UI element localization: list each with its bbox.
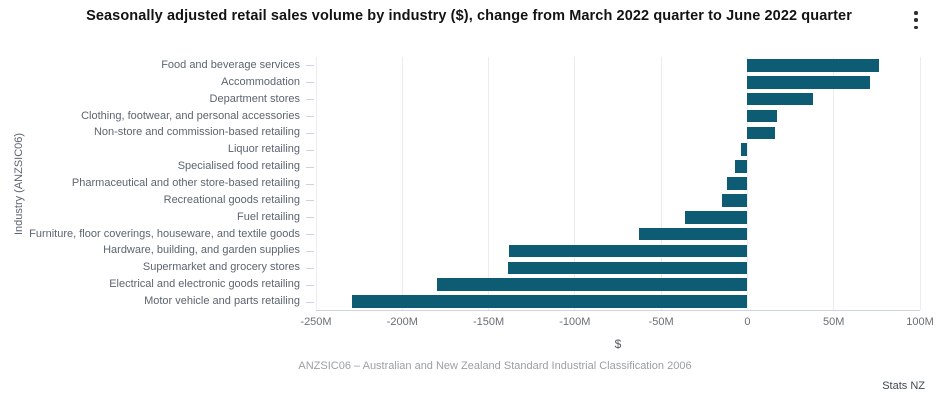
y-tick (306, 82, 314, 84)
y-tick (306, 166, 314, 168)
kebab-menu-icon[interactable] (910, 11, 922, 29)
chart-bar[interactable] (721, 194, 748, 207)
x-tick-label: 50M (823, 316, 845, 328)
gridline (574, 57, 576, 310)
gridline (315, 57, 317, 310)
chart-bar[interactable] (685, 210, 748, 224)
x-tick-label: -200M (386, 316, 418, 328)
y-tick (306, 149, 314, 151)
chart-bar[interactable] (507, 261, 748, 275)
chart-bar[interactable] (747, 59, 879, 72)
chart-bar[interactable] (735, 160, 748, 173)
category-label: Specialised food retailing (177, 160, 300, 173)
chart-bar[interactable] (352, 295, 748, 308)
gridline (488, 57, 490, 310)
y-tick (306, 132, 314, 134)
category-label: Non-store and commission-based retailing (93, 126, 300, 139)
y-tick (306, 200, 314, 202)
chart-bar[interactable] (747, 126, 776, 140)
gridline (919, 57, 921, 310)
gridline (401, 57, 403, 310)
x-tick-label: -50M (648, 316, 674, 328)
attribution-stats-nz: Stats NZ (882, 380, 925, 392)
y-tick (306, 284, 314, 286)
x-tick-label: -150M (472, 316, 505, 328)
gridline (660, 57, 662, 310)
x-tick-label: 0 (744, 316, 751, 328)
category-label: Supermarket and grocery stores (142, 261, 300, 274)
y-tick (306, 217, 314, 219)
category-label: Fuel retailing (237, 210, 300, 223)
x-axis-label: $ (614, 337, 622, 351)
category-label: Motor vehicle and parts retailing (144, 295, 300, 308)
chart-bar[interactable] (747, 92, 813, 106)
category-label: Electrical and electronic goods retailin… (109, 278, 300, 291)
chart-bar[interactable] (747, 76, 870, 89)
x-axis: -250M -200M -150M -100M -50M 0 50M 100M (300, 316, 933, 330)
chart-bar[interactable] (509, 244, 748, 258)
category-label: Accommodation (221, 75, 300, 88)
category-labels: Food and beverage services Accommodation D… (0, 57, 300, 311)
y-tick (306, 99, 314, 101)
chart-bar[interactable] (740, 143, 748, 157)
category-label: Furniture, floor coverings, houseware, a… (29, 227, 300, 240)
category-label: Liquor retailing (227, 143, 300, 156)
plot-area (306, 57, 921, 311)
chart-bar[interactable] (726, 177, 748, 190)
category-label: Recreational goods retailing (163, 193, 300, 206)
footnote-caption: ANZSIC06 – Australian and New Zealand St… (298, 360, 692, 372)
category-label: Department stores (209, 92, 300, 105)
gridline (746, 57, 748, 310)
y-tick (306, 65, 314, 67)
category-label: Hardware, building, and garden supplies (103, 244, 300, 257)
chart-bar[interactable] (436, 278, 748, 291)
y-tick (306, 301, 314, 303)
x-tick-label: 100M (906, 316, 934, 328)
chart-bar[interactable] (638, 227, 748, 241)
y-tick (306, 250, 314, 252)
y-tick (306, 183, 314, 185)
y-tick (306, 234, 314, 236)
y-tick (306, 116, 314, 118)
y-tick (306, 267, 314, 269)
chart-bar[interactable] (747, 109, 777, 123)
category-label: Clothing, footwear, and personal accesso… (81, 109, 300, 122)
x-tick-label: -250M (300, 316, 332, 328)
category-label: Food and beverage services (161, 58, 300, 71)
gridline (833, 57, 835, 310)
category-label: Pharmaceutical and other store-based ret… (71, 177, 300, 189)
x-tick-label: -100M (559, 316, 591, 328)
chart-title: Seasonally adjusted retail sales volume … (86, 8, 852, 24)
